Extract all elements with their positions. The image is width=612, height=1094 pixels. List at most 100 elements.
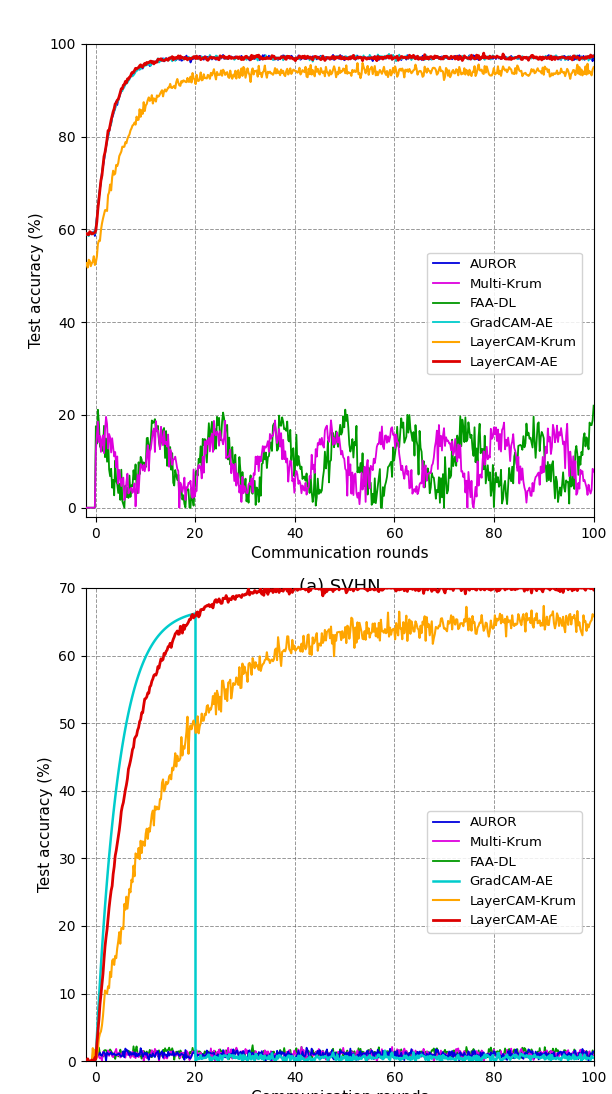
AUROR	[590, 1045, 597, 1058]
AUROR	[501, 50, 508, 63]
FAA-DL	[358, 1049, 365, 1062]
AUROR	[359, 51, 366, 65]
Multi-Krum	[358, 466, 365, 479]
Line: Multi-Krum: Multi-Krum	[86, 417, 594, 508]
GradCAM-AE	[85, 230, 92, 243]
AUROR	[386, 51, 394, 65]
AUROR	[590, 49, 597, 62]
X-axis label: Communication rounds: Communication rounds	[251, 1091, 428, 1094]
FAA-DL	[579, 1047, 586, 1060]
LayerCAM-Krum	[498, 608, 506, 621]
Line: GradCAM-AE: GradCAM-AE	[96, 614, 195, 1057]
Y-axis label: Test accuracy (%): Test accuracy (%)	[29, 212, 44, 348]
LayerCAM-Krum	[540, 600, 547, 613]
FAA-DL	[590, 1049, 597, 1062]
Legend: AUROR, Multi-Krum, FAA-DL, GradCAM-AE, LayerCAM-Krum, LayerCAM-AE: AUROR, Multi-Krum, FAA-DL, GradCAM-AE, L…	[427, 253, 582, 374]
LayerCAM-Krum	[590, 609, 597, 622]
LayerCAM-AE	[326, 583, 333, 596]
GradCAM-AE	[82, 229, 89, 242]
Multi-Krum	[579, 1050, 586, 1063]
LayerCAM-AE	[590, 49, 597, 62]
AUROR	[324, 1051, 332, 1064]
GradCAM-AE	[327, 51, 335, 65]
Multi-Krum	[386, 435, 393, 449]
AUROR	[386, 1049, 393, 1062]
GradCAM-AE	[92, 1050, 100, 1063]
FAA-DL	[357, 456, 364, 469]
GradCAM-AE	[139, 657, 146, 671]
GradCAM-AE	[168, 617, 175, 630]
Line: LayerCAM-Krum: LayerCAM-Krum	[86, 606, 594, 1061]
Multi-Krum	[298, 1040, 305, 1054]
Legend: AUROR, Multi-Krum, FAA-DL, GradCAM-AE, LayerCAM-Krum, LayerCAM-AE: AUROR, Multi-Krum, FAA-DL, GradCAM-AE, L…	[427, 811, 582, 933]
FAA-DL	[386, 1048, 393, 1061]
LayerCAM-Krum	[579, 629, 586, 642]
LayerCAM-AE	[386, 51, 393, 65]
FAA-DL	[324, 1048, 332, 1061]
FAA-DL	[498, 497, 506, 510]
Line: Multi-Krum: Multi-Krum	[86, 1047, 594, 1061]
LayerCAM-Krum	[359, 57, 366, 70]
Line: FAA-DL: FAA-DL	[86, 406, 594, 508]
GradCAM-AE	[501, 48, 508, 61]
Line: FAA-DL: FAA-DL	[86, 1045, 594, 1061]
Multi-Krum	[324, 1048, 332, 1061]
LayerCAM-Krum	[501, 62, 508, 75]
Line: LayerCAM-AE: LayerCAM-AE	[86, 587, 594, 1061]
LayerCAM-Krum	[84, 261, 91, 275]
LayerCAM-AE	[82, 1054, 89, 1067]
LayerCAM-AE	[83, 1055, 91, 1068]
FAA-DL	[590, 399, 597, 412]
Y-axis label: Test accuracy (%): Test accuracy (%)	[38, 757, 53, 893]
LayerCAM-Krum	[358, 67, 365, 80]
LayerCAM-Krum	[386, 63, 394, 77]
GradCAM-AE	[191, 607, 198, 620]
LayerCAM-Krum	[323, 626, 330, 639]
LayerCAM-AE	[386, 581, 394, 594]
LayerCAM-Krum	[82, 1055, 89, 1068]
AUROR	[303, 1041, 310, 1055]
Multi-Krum	[327, 1046, 335, 1059]
Multi-Krum	[499, 1050, 507, 1063]
LayerCAM-Krum	[580, 65, 587, 78]
LayerCAM-AE	[358, 51, 365, 65]
GradCAM-AE	[99, 943, 106, 956]
LayerCAM-Krum	[324, 66, 332, 79]
GradCAM-AE	[358, 53, 365, 66]
AUROR	[579, 1043, 586, 1056]
LayerCAM-AE	[501, 581, 508, 594]
Line: AUROR: AUROR	[86, 1048, 594, 1061]
LayerCAM-Krum	[384, 606, 392, 619]
LayerCAM-AE	[480, 47, 487, 60]
LayerCAM-AE	[324, 51, 332, 65]
Line: LayerCAM-AE: LayerCAM-AE	[86, 54, 594, 234]
Multi-Krum	[590, 1048, 597, 1061]
Line: AUROR: AUROR	[86, 55, 594, 236]
AUROR	[82, 228, 89, 241]
GradCAM-AE	[324, 51, 332, 65]
FAA-DL	[384, 461, 392, 474]
LayerCAM-AE	[327, 51, 335, 65]
LayerCAM-AE	[257, 581, 264, 594]
GradCAM-AE	[154, 630, 162, 643]
Multi-Krum	[590, 465, 597, 478]
LayerCAM-AE	[82, 228, 89, 241]
Text: (a) SVHN: (a) SVHN	[299, 579, 381, 596]
LayerCAM-AE	[501, 50, 508, 63]
Multi-Krum	[386, 1049, 393, 1062]
AUROR	[580, 49, 587, 62]
Multi-Krum	[499, 421, 507, 434]
FAA-DL	[82, 501, 89, 514]
Multi-Krum	[324, 432, 332, 445]
Multi-Krum	[102, 410, 110, 423]
AUROR	[91, 230, 99, 243]
LayerCAM-AE	[590, 583, 597, 596]
Multi-Krum	[82, 1055, 89, 1068]
GradCAM-AE	[147, 640, 154, 653]
AUROR	[327, 51, 335, 65]
FAA-DL	[249, 1038, 256, 1051]
FAA-DL	[323, 453, 330, 466]
LayerCAM-AE	[85, 228, 92, 241]
AUROR	[358, 1050, 365, 1063]
LayerCAM-AE	[580, 581, 587, 594]
